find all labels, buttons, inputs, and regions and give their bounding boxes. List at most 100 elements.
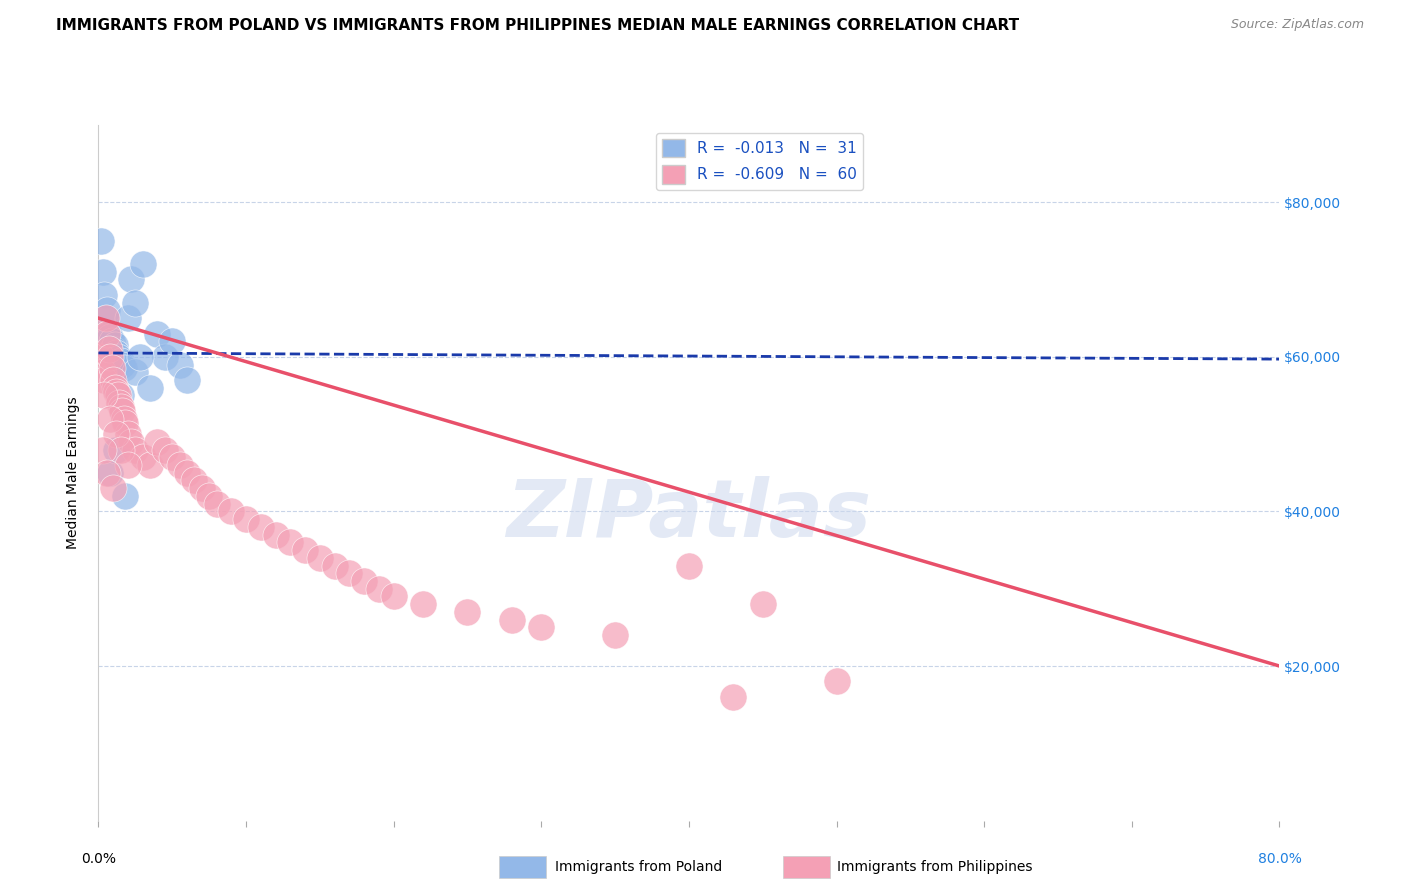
Point bbox=[235, 512, 257, 526]
Point bbox=[176, 373, 198, 387]
Point bbox=[91, 265, 114, 279]
Point bbox=[103, 342, 125, 356]
Point bbox=[309, 550, 332, 565]
Point bbox=[93, 288, 115, 302]
Point bbox=[93, 373, 115, 387]
Legend: R =  -0.013   N =  31, R =  -0.609   N =  60: R = -0.013 N = 31, R = -0.609 N = 60 bbox=[657, 133, 863, 190]
Point bbox=[205, 497, 228, 511]
Point bbox=[100, 361, 122, 376]
Point bbox=[124, 295, 146, 310]
Point bbox=[98, 350, 121, 364]
Point bbox=[120, 272, 142, 286]
Point bbox=[105, 427, 128, 442]
Point bbox=[117, 458, 139, 472]
Point bbox=[112, 361, 135, 376]
Point bbox=[111, 358, 134, 372]
Text: Immigrants from Poland: Immigrants from Poland bbox=[555, 860, 723, 874]
Point bbox=[382, 590, 405, 604]
Point bbox=[104, 381, 127, 395]
Point bbox=[153, 442, 176, 457]
Point bbox=[219, 504, 242, 518]
Point bbox=[132, 450, 155, 465]
Point bbox=[90, 350, 112, 364]
Point bbox=[103, 373, 125, 387]
Point bbox=[456, 605, 478, 619]
Point bbox=[94, 311, 117, 326]
Text: Source: ZipAtlas.com: Source: ZipAtlas.com bbox=[1230, 18, 1364, 31]
Point bbox=[153, 350, 176, 364]
Point bbox=[191, 481, 214, 495]
Point bbox=[146, 434, 169, 449]
Point bbox=[103, 481, 125, 495]
Point bbox=[176, 466, 198, 480]
Point bbox=[128, 350, 150, 364]
Text: 0.0%: 0.0% bbox=[82, 852, 115, 866]
Point bbox=[678, 558, 700, 573]
Point bbox=[139, 458, 162, 472]
Point bbox=[198, 489, 221, 503]
Point bbox=[93, 388, 115, 402]
Point bbox=[353, 574, 375, 588]
Point bbox=[91, 442, 114, 457]
Point bbox=[530, 620, 553, 634]
Point bbox=[110, 388, 132, 402]
Point bbox=[117, 311, 139, 326]
Text: IMMIGRANTS FROM POLAND VS IMMIGRANTS FROM PHILIPPINES MEDIAN MALE EARNINGS CORRE: IMMIGRANTS FROM POLAND VS IMMIGRANTS FRO… bbox=[56, 18, 1019, 33]
Point bbox=[605, 628, 627, 642]
Point bbox=[124, 365, 146, 379]
Point bbox=[412, 597, 434, 611]
Point bbox=[96, 466, 118, 480]
Point bbox=[100, 334, 122, 349]
Point bbox=[114, 489, 136, 503]
Point bbox=[97, 342, 120, 356]
Point bbox=[323, 558, 346, 573]
Point bbox=[107, 388, 129, 402]
Point bbox=[501, 613, 523, 627]
Point bbox=[264, 527, 287, 541]
Text: 80.0%: 80.0% bbox=[1257, 852, 1302, 866]
Point bbox=[91, 365, 114, 379]
Point bbox=[105, 346, 128, 360]
Point bbox=[162, 450, 183, 465]
Point bbox=[124, 442, 146, 457]
Point bbox=[162, 334, 183, 349]
Point bbox=[146, 326, 169, 341]
Point bbox=[294, 543, 316, 558]
Point bbox=[751, 597, 773, 611]
Point bbox=[105, 442, 128, 457]
Point bbox=[278, 535, 302, 549]
Point bbox=[96, 303, 118, 318]
Point bbox=[94, 311, 117, 326]
Text: Immigrants from Philippines: Immigrants from Philippines bbox=[837, 860, 1032, 874]
Point bbox=[110, 442, 132, 457]
Point bbox=[339, 566, 360, 581]
Point bbox=[250, 520, 273, 534]
Point bbox=[825, 674, 848, 689]
Point bbox=[183, 474, 205, 488]
Point bbox=[98, 330, 121, 344]
Point bbox=[90, 234, 112, 248]
Point bbox=[723, 690, 745, 704]
Point bbox=[107, 350, 129, 364]
Point bbox=[108, 396, 131, 410]
Point bbox=[111, 404, 134, 418]
Point bbox=[98, 466, 121, 480]
Point bbox=[96, 326, 118, 341]
Y-axis label: Median Male Earnings: Median Male Earnings bbox=[66, 396, 80, 549]
Text: ZIPatlas: ZIPatlas bbox=[506, 475, 872, 554]
Point bbox=[132, 257, 155, 271]
Point bbox=[110, 400, 132, 414]
Point bbox=[368, 582, 391, 596]
Point bbox=[97, 326, 120, 341]
Point bbox=[112, 411, 135, 425]
Point bbox=[120, 434, 142, 449]
Point bbox=[169, 458, 191, 472]
Point bbox=[169, 358, 191, 372]
Point bbox=[104, 338, 127, 352]
Point bbox=[117, 427, 139, 442]
Point bbox=[114, 416, 136, 430]
Point bbox=[105, 384, 128, 399]
Point bbox=[98, 411, 121, 425]
Point bbox=[139, 381, 162, 395]
Point bbox=[110, 353, 132, 368]
